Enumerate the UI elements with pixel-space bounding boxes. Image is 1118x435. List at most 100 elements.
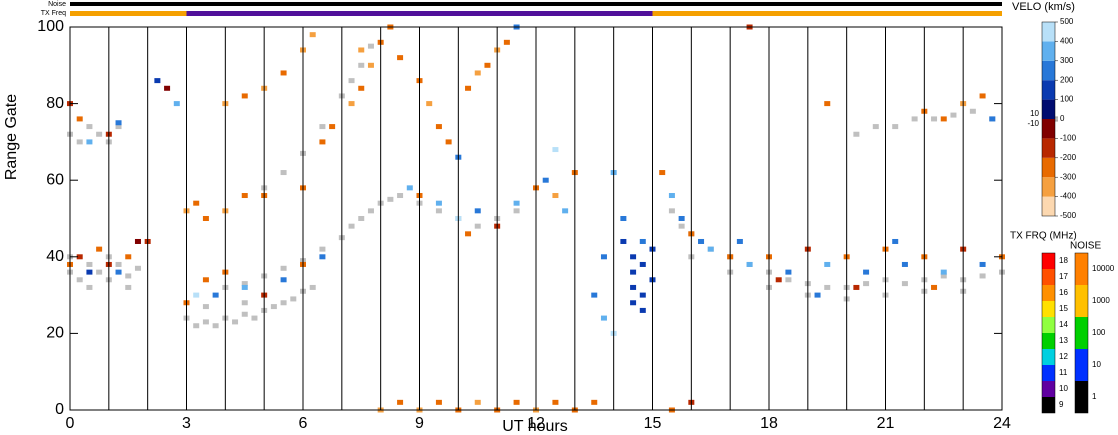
velocity-cell bbox=[639, 307, 646, 313]
velocity-cell bbox=[445, 139, 452, 145]
velocity-cell bbox=[552, 193, 559, 199]
velo-colorbar-label: 500 bbox=[1060, 17, 1074, 26]
velocity-cell bbox=[552, 399, 559, 405]
velocity-cell bbox=[707, 246, 714, 252]
x-tick-label: 12 bbox=[527, 415, 545, 432]
velocity-cell bbox=[319, 254, 326, 260]
tx-colorbar-label: 15 bbox=[1059, 304, 1068, 313]
ground-scatter-cell bbox=[202, 319, 209, 325]
tx-colorbar-cell bbox=[1042, 365, 1055, 381]
tx-segment bbox=[652, 11, 1002, 16]
velocity-cell bbox=[465, 85, 472, 91]
ground-scatter-cell bbox=[241, 300, 248, 306]
ground-scatter-cell bbox=[348, 223, 355, 229]
tx-colorbar-label: 13 bbox=[1059, 336, 1068, 345]
ground-scatter-cell bbox=[115, 261, 122, 267]
x-tick-label: 0 bbox=[66, 415, 75, 432]
ground-scatter-cell bbox=[193, 323, 200, 329]
ground-scatter-cell bbox=[241, 281, 248, 287]
velocity-cell bbox=[630, 254, 637, 260]
velo-colorbar-label: -200 bbox=[1060, 153, 1077, 162]
velocity-cell bbox=[435, 399, 442, 405]
noise-colorbar-cell bbox=[1075, 317, 1088, 349]
velocity-cell bbox=[639, 292, 646, 298]
velocity-cell bbox=[484, 62, 491, 68]
velocity-cell bbox=[241, 193, 248, 199]
ground-scatter-cell bbox=[76, 277, 83, 283]
x-tick-label: 21 bbox=[877, 415, 895, 432]
ground-scatter-cell bbox=[853, 131, 860, 137]
velocity-cell bbox=[319, 139, 326, 145]
ground-scatter-cell bbox=[863, 281, 870, 287]
velocity-cell bbox=[736, 238, 743, 244]
noise-colorbar-label: 10000 bbox=[1092, 264, 1115, 273]
velocity-cell bbox=[358, 47, 365, 53]
velocity-cell bbox=[397, 399, 404, 405]
tx-colorbar-title: TX FRQ (MHz) bbox=[1010, 231, 1077, 242]
velocity-cell bbox=[552, 147, 559, 153]
ground-scatter-cell bbox=[202, 304, 209, 310]
velocity-cell bbox=[659, 170, 666, 176]
x-tick-label: 6 bbox=[299, 415, 308, 432]
noise-colorbar-cell bbox=[1075, 349, 1088, 381]
x-tick-label: 9 bbox=[415, 415, 424, 432]
velocity-cell bbox=[435, 200, 442, 206]
velocity-cell bbox=[562, 208, 569, 214]
noise-colorbar-label: 1000 bbox=[1092, 296, 1110, 305]
velo-colorbar-cell bbox=[1042, 80, 1055, 100]
ground-scatter-cell bbox=[125, 273, 132, 279]
tx-colorbar-label: 11 bbox=[1059, 368, 1068, 377]
ground-scatter-cell bbox=[358, 216, 365, 221]
tx-colorbar-cell bbox=[1042, 253, 1055, 269]
x-axis-label: UT hours bbox=[502, 418, 568, 435]
noise-colorbar-label: 10 bbox=[1092, 360, 1101, 369]
velocity-cell bbox=[824, 261, 831, 267]
velocity-cell bbox=[940, 269, 947, 275]
ground-scatter-cell bbox=[358, 62, 365, 68]
ground-scatter-cell bbox=[979, 273, 986, 279]
velocity-cell bbox=[863, 269, 870, 275]
velocity-cell bbox=[620, 238, 627, 244]
ground-scatter-cell bbox=[86, 124, 93, 130]
tx-colorbar-cell bbox=[1042, 333, 1055, 349]
velo-colorbar-cell bbox=[1042, 99, 1055, 119]
velocity-cell bbox=[600, 254, 607, 260]
tx-colorbar-cell bbox=[1042, 269, 1055, 285]
velo-colorbar-label: 200 bbox=[1060, 75, 1074, 84]
ground-scatter-cell bbox=[367, 43, 374, 49]
velocity-cell bbox=[892, 238, 899, 244]
velocity-cell bbox=[600, 315, 607, 321]
velocity-cell bbox=[513, 399, 520, 405]
velocity-cell bbox=[853, 284, 860, 290]
ground-scatter-cell bbox=[212, 323, 219, 329]
ground-scatter-cell bbox=[251, 315, 258, 321]
y-axis-label: Range Gate bbox=[3, 94, 20, 180]
noise-colorbar-cell bbox=[1075, 381, 1088, 413]
velo-colorbar-cell bbox=[1042, 60, 1055, 81]
ground-scatter-cell bbox=[678, 223, 685, 229]
velocity-cell bbox=[329, 124, 336, 130]
velocity-cell bbox=[979, 93, 986, 99]
velocity-cell bbox=[513, 200, 520, 206]
ground-scatter-cell bbox=[668, 208, 675, 214]
ground-scatter-cell bbox=[892, 124, 899, 130]
ground-scatter-cell bbox=[319, 124, 326, 130]
velo-colorbar-cell bbox=[1042, 22, 1055, 42]
velocity-cell bbox=[202, 216, 209, 221]
ground-scatter-cell bbox=[950, 112, 957, 118]
ground-scatter-cell bbox=[309, 284, 316, 290]
y-tick-label: 80 bbox=[46, 95, 64, 112]
tx-colorbar-label: 14 bbox=[1059, 320, 1068, 329]
velocity-cell bbox=[591, 292, 598, 298]
ground-scatter-cell bbox=[940, 273, 947, 279]
tx-colorbar-label: 9 bbox=[1059, 400, 1064, 409]
velo-colorbar-cell bbox=[1042, 41, 1055, 61]
velo-colorbar-cell bbox=[1042, 119, 1055, 139]
ground-scatter-cell bbox=[86, 261, 93, 267]
y-tick-label: 40 bbox=[46, 248, 64, 265]
velocity-cell bbox=[668, 193, 675, 199]
velocity-cell bbox=[630, 284, 637, 290]
ground-scatter-cell bbox=[319, 246, 326, 252]
velo-colorbar-cell bbox=[1042, 138, 1055, 158]
